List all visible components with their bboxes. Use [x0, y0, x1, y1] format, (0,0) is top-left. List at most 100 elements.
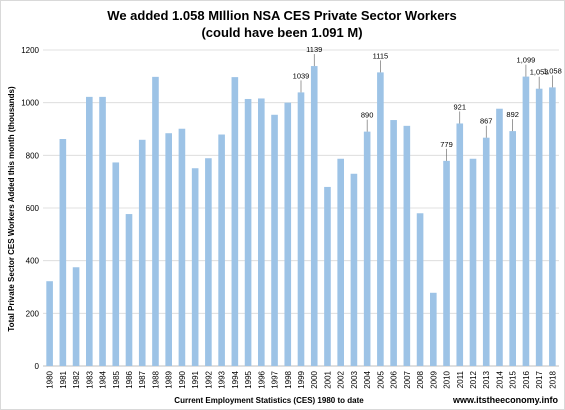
data-label-2005: 1115: [373, 51, 389, 60]
x-tick-label: 1986: [125, 370, 134, 388]
bar-2001: [324, 186, 331, 366]
bar-2003: [350, 173, 358, 366]
bar-2007: [403, 125, 411, 366]
x-tick-label: 1996: [257, 370, 266, 388]
x-tick-label: 1991: [191, 370, 200, 388]
x-tick-label: 1989: [165, 370, 174, 388]
x-axis-label: Current Employment Statistics (CES) 1980…: [174, 396, 364, 405]
bar-2014: [496, 108, 503, 367]
x-tick-label: 1981: [59, 370, 68, 388]
bar-2004: [363, 131, 371, 366]
bar-2005: [377, 72, 384, 366]
bar-2015: [509, 131, 516, 366]
bar-2010: [443, 160, 450, 366]
data-label-2015: 892: [506, 110, 519, 119]
source-credit: www.itstheeconomy.info: [452, 395, 559, 405]
bar-1994: [231, 77, 239, 366]
x-tick-label: 1984: [99, 370, 108, 388]
y-axis-ticks: 0 200 400 600 800 1000 1200: [21, 46, 39, 371]
x-tick-label: 2009: [429, 370, 438, 388]
y-tick-label: 1000: [21, 99, 39, 108]
bar-2011: [456, 123, 464, 366]
x-tick-label: 2002: [337, 370, 346, 388]
data-label-2013: 867: [480, 117, 493, 126]
bar-1980: [46, 281, 53, 366]
y-tick-label: 400: [26, 257, 40, 266]
x-tick-label: 2013: [482, 370, 491, 388]
bar-1985: [112, 162, 120, 366]
x-tick-label: 1997: [271, 370, 280, 388]
bars: [46, 66, 556, 367]
x-tick-label: 2010: [443, 370, 452, 388]
bar-2016: [522, 76, 530, 366]
bar-1982: [72, 267, 80, 366]
x-tick-label: 2014: [495, 370, 504, 388]
bar-2002: [337, 158, 344, 366]
bar-1989: [165, 133, 172, 366]
data-label-2010: 779: [440, 140, 453, 149]
x-tick-label: 1987: [138, 370, 147, 388]
bar-2006: [390, 120, 397, 367]
data-label-2016: 1,099: [517, 56, 536, 65]
x-tick-label: 2000: [310, 370, 319, 388]
x-tick-label: 2018: [548, 370, 557, 388]
data-label-2004: 890: [361, 111, 374, 120]
bar-2012: [469, 158, 477, 366]
x-tick-label: 1988: [151, 370, 160, 388]
x-tick-label: 2015: [509, 370, 518, 388]
y-tick-label: 0: [35, 362, 40, 371]
x-tick-label: 2007: [403, 370, 412, 388]
bar-2013: [482, 137, 490, 366]
x-tick-label: 1993: [218, 370, 227, 388]
x-tick-label: 2005: [376, 370, 385, 388]
y-axis-label: Total Private Sector CES Workers Added t…: [7, 86, 16, 332]
bar-1990: [178, 128, 186, 366]
bar-1995: [244, 98, 252, 366]
x-tick-label: 1982: [72, 370, 81, 388]
chart-subtitle: (could have been 1.091 M): [201, 25, 362, 40]
data-label-2017: 1,053: [530, 68, 549, 77]
x-tick-label: 2017: [535, 370, 544, 388]
data-label-1999: 1039: [293, 71, 310, 80]
bar-2017: [535, 88, 543, 367]
x-axis-ticks: 1980 1981 1982 1983 1984 1985 1986 1987 1988 1989…: [46, 370, 558, 388]
y-tick-label: 800: [26, 151, 40, 160]
y-tick-label: 1200: [21, 46, 39, 55]
data-label-2018: 1,058: [543, 66, 562, 75]
x-tick-label: 1983: [85, 370, 94, 388]
bar-1987: [138, 139, 146, 366]
bar-2008: [416, 213, 424, 366]
bar-1988: [152, 76, 159, 367]
bar-1986: [125, 214, 133, 366]
x-tick-label: 1994: [231, 370, 240, 388]
x-tick-label: 1998: [284, 370, 293, 388]
x-tick-label: 2003: [350, 370, 359, 388]
bar-2009: [430, 292, 437, 366]
x-tick-label: 1999: [297, 370, 306, 388]
bar-1992: [205, 158, 212, 366]
x-tick-label: 2011: [456, 370, 465, 388]
bar-1984: [99, 96, 106, 366]
x-tick-label: 2001: [323, 370, 332, 388]
y-tick-label: 600: [26, 204, 40, 213]
data-label-2000: 1139: [306, 45, 322, 54]
x-tick-label: 1985: [112, 370, 121, 388]
bar-1997: [271, 114, 278, 366]
bar-1993: [218, 134, 225, 366]
y-tick-label: 200: [26, 309, 40, 318]
x-tick-label: 2016: [522, 370, 531, 388]
bar-1999: [297, 92, 305, 366]
x-tick-label: 2008: [416, 370, 425, 388]
x-tick-label: 2004: [363, 370, 372, 388]
data-label-2011: 921: [454, 102, 467, 111]
data-labels: 1039 1139 890 1115 779 921 867 892 1,099 1,0531,0…: [293, 45, 562, 161]
bar-1991: [191, 168, 199, 366]
x-tick-label: 1980: [46, 370, 55, 388]
x-tick-label: 2012: [469, 370, 478, 388]
x-tick-label: 1992: [204, 370, 213, 388]
x-tick-label: 1995: [244, 370, 253, 388]
bar-1996: [258, 98, 265, 366]
bar-1998: [284, 102, 292, 367]
